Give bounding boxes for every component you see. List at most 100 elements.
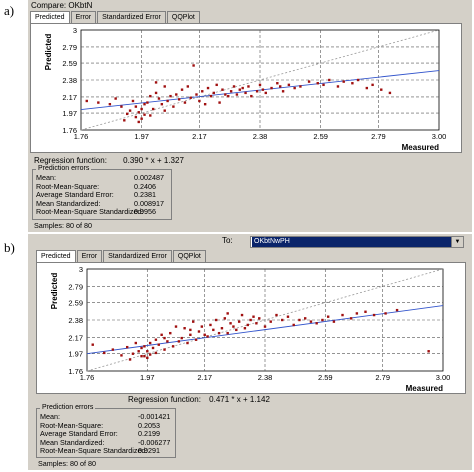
regression-label: Regression function: [128,395,201,404]
data-point [226,312,229,315]
data-point [134,105,138,108]
data-point [380,88,383,91]
data-point [326,315,330,318]
data-point [244,91,247,95]
data-point [237,320,241,323]
scatter-chart-b: 1.76 1.97 2.17 2.38 2.59 2.79 3.00 1.76 1.97 2.17… [50,265,450,393]
data-point [157,97,161,100]
data-point [246,323,249,327]
data-point [137,350,140,353]
data-point [250,94,253,98]
x-tick-label: 1.97 [140,373,155,382]
error-value: 0.9291 [138,446,160,456]
y-tick-label: 3 [79,265,83,274]
x-tick-label: 2.79 [371,132,386,141]
data-point [212,328,215,332]
data-point [148,341,152,345]
error-value: 0.2199 [138,429,160,439]
data-point [114,97,117,100]
y-tick-label: 2.59 [68,299,83,308]
panel-b-letter: b) [4,240,15,255]
data-point [427,350,430,353]
data-point [332,320,336,323]
regression-function: Regression function: 0.471 * x + 1.142 [128,395,270,404]
error-label: Root-Mean-Square Standardized: [36,207,144,217]
panel-a-window: Compare: OKbtN Predicted Error Standardi… [28,0,472,232]
samples-count: Samples: 80 of 80 [34,221,92,230]
data-point [120,354,123,357]
data-point [232,85,236,88]
data-point [214,318,218,322]
tab-standardized-error[interactable]: Standardized Error [97,11,166,23]
data-point [238,88,241,91]
tab-qqplot[interactable]: QQPlot [166,11,200,23]
tab-qqplot[interactable]: QQPlot [172,250,206,262]
y-axis-label: Predicted [44,34,53,71]
prediction-errors-box [32,169,172,220]
tab-standardized-error[interactable]: Standardized Error [103,250,172,262]
error-label: Average Standard Error: [36,190,114,200]
regression-value: 0.390 * x + 1.327 [123,156,184,165]
data-point [91,343,94,346]
x-tick-label: 1.97 [134,132,149,141]
data-point [229,322,232,325]
data-point [255,90,259,93]
panel-a-letter: a) [4,3,15,18]
data-point [134,115,138,119]
data-point [160,102,164,106]
x-tick-label: 2.59 [313,132,328,141]
data-point [258,83,262,87]
data-point [258,317,261,320]
data-point [149,114,152,117]
data-point [226,331,229,335]
tab-predicted[interactable]: Predicted [30,11,70,23]
data-point [261,88,265,91]
data-point [140,107,143,111]
data-point [189,333,192,337]
data-point [154,91,158,95]
data-point [281,90,285,93]
data-point [177,340,181,343]
data-point [197,330,201,333]
data-point [217,331,221,335]
x-tick-label: 2.38 [258,373,273,382]
tab-predicted[interactable]: Predicted [36,250,76,262]
data-point [276,82,279,85]
data-point [171,345,175,348]
to-label: To: [222,236,233,245]
x-tick-label: 1.76 [74,132,89,141]
data-point [209,323,212,327]
data-point [220,327,224,330]
x-axis-label: Measured [402,143,439,152]
data-point [286,315,290,318]
data-point [192,64,195,67]
data-point [356,78,360,82]
data-point [206,335,209,338]
data-point [189,96,192,99]
data-point [212,91,216,95]
data-point [148,353,152,356]
x-tick-label: 2.79 [375,373,390,382]
error-label: Mean: [36,173,56,182]
data-point [298,318,301,322]
data-point [169,94,172,98]
data-point [143,354,146,358]
to-select-value: OKbtNwPH [252,237,451,247]
data-point [247,85,250,88]
data-point [195,93,198,96]
data-point [287,83,291,87]
x-tick-label: 2.17 [197,373,212,382]
data-point [154,338,158,341]
data-point [103,351,106,355]
y-axis-label: Predicted [50,273,59,310]
reference-line [86,268,444,372]
data-point [180,336,183,340]
tab-error[interactable]: Error [76,250,103,262]
to-select[interactable]: OKbtNwPH ▼ [250,236,464,248]
data-point [160,333,163,337]
tab-error[interactable]: Error [70,11,97,23]
error-value: 0.9956 [134,207,156,217]
data-point [342,80,345,83]
chevron-down-icon[interactable]: ▼ [451,237,463,247]
data-point [264,91,267,95]
